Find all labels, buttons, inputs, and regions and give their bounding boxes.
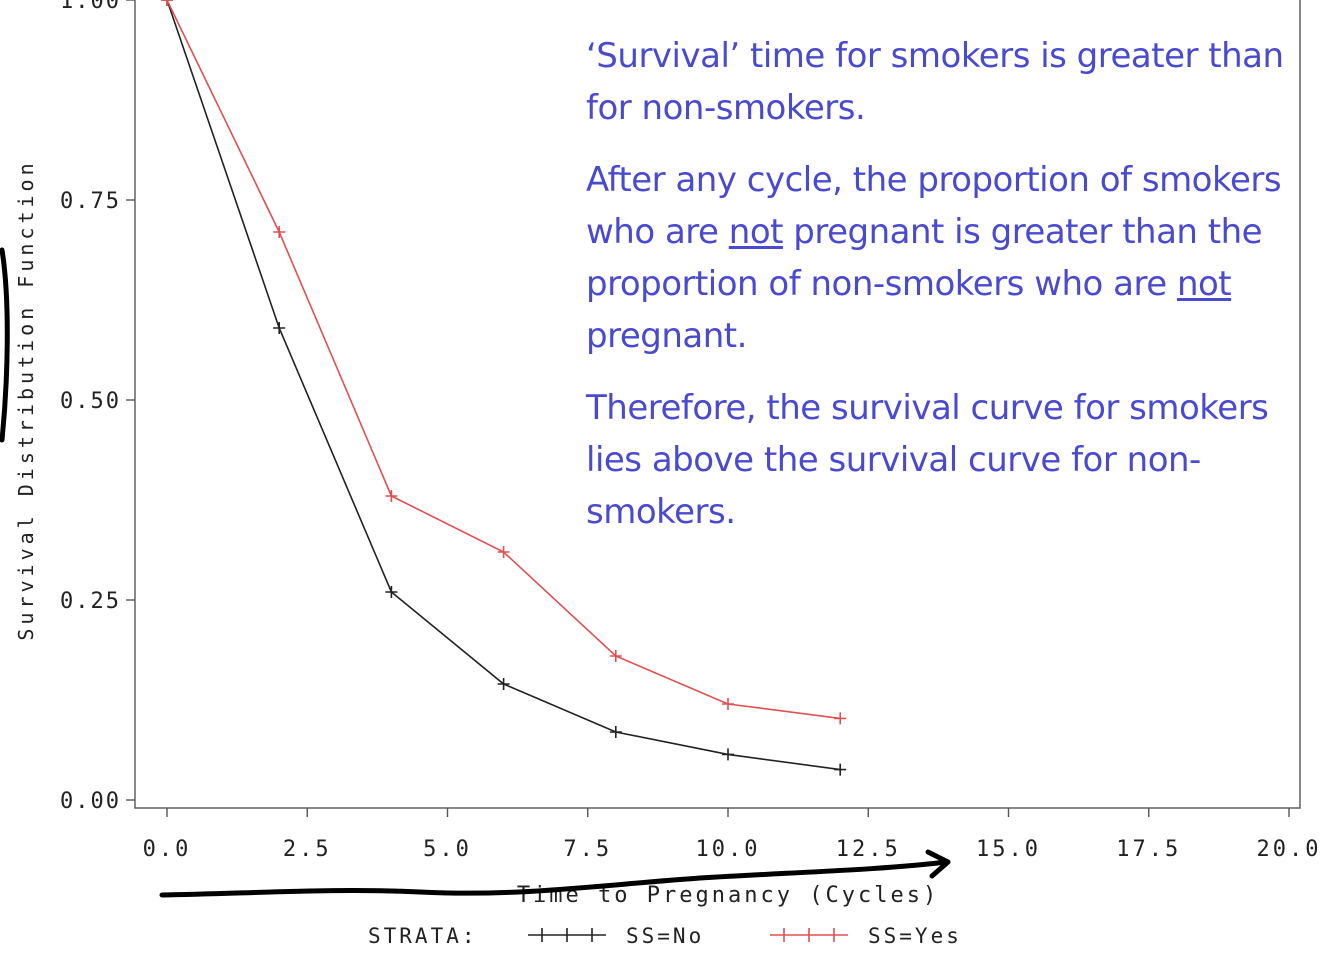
series-2-point	[161, 0, 173, 6]
hand-drawn-arrow-head	[925, 849, 951, 879]
series-2-point	[834, 712, 847, 725]
series-2-point	[273, 226, 286, 238]
annotation-p2-part-e: pregnant.	[586, 316, 747, 356]
series-1-point	[385, 586, 398, 598]
y-axis-label: Survival Distribution Function	[14, 159, 38, 640]
series-2-point	[497, 546, 510, 558]
x-tick-label: 10.0	[696, 837, 761, 862]
x-tick-label: 17.5	[1116, 837, 1181, 862]
legend-label-2: SS=Yes	[868, 924, 962, 948]
y-tick-label: 0.50	[60, 389, 121, 414]
y-tick-label: 0.00	[60, 789, 121, 814]
series-2-point	[722, 698, 734, 710]
x-tick-label: 7.5	[563, 837, 612, 862]
annotation-text: ‘Survival’ time for smokers is greater t…	[586, 30, 1326, 558]
series-1-point	[722, 748, 734, 761]
hand-drawn-arrow-line	[159, 859, 949, 898]
series-1-point	[834, 763, 847, 776]
y-tick-label: 0.25	[60, 589, 121, 614]
x-tick-label: 20.0	[1257, 837, 1322, 862]
annotation-paragraph-3: Therefore, the survival curve for smoker…	[586, 388, 1269, 532]
x-tick-label: 15.0	[976, 837, 1041, 862]
annotation-p2-part-a: After any cycle, the proportion of smoke…	[586, 160, 1282, 252]
annotation-p2-not-1: not	[728, 212, 784, 252]
x-tick-label: 0.0	[143, 837, 192, 862]
y-tick-label: 1.00	[60, 0, 121, 14]
plot-frame	[134, 0, 1301, 809]
annotation-paragraph-1: ‘Survival’ time for smokers is greater t…	[586, 36, 1284, 128]
x-tick-label: 5.0	[423, 837, 472, 862]
series-1-point	[497, 678, 510, 690]
series-1-point	[609, 726, 622, 738]
legend-title: STRATA:	[368, 924, 478, 948]
annotation-p2-not-2: not	[1176, 264, 1232, 304]
hand-drawn-bracket	[0, 247, 10, 443]
annotation-paragraph-2: After any cycle, the proportion of smoke…	[586, 154, 1326, 362]
x-tick-label: 12.5	[836, 837, 901, 862]
series-2-point	[385, 490, 398, 502]
series-2-point	[609, 650, 622, 662]
x-tick-label: 2.5	[283, 837, 332, 862]
legend-label-1: SS=No	[626, 924, 704, 948]
y-tick-label: 0.75	[60, 189, 121, 214]
series-1-point	[273, 322, 286, 334]
annotation-p2-part-c: pregnant is greater than the proportion …	[586, 212, 1263, 304]
